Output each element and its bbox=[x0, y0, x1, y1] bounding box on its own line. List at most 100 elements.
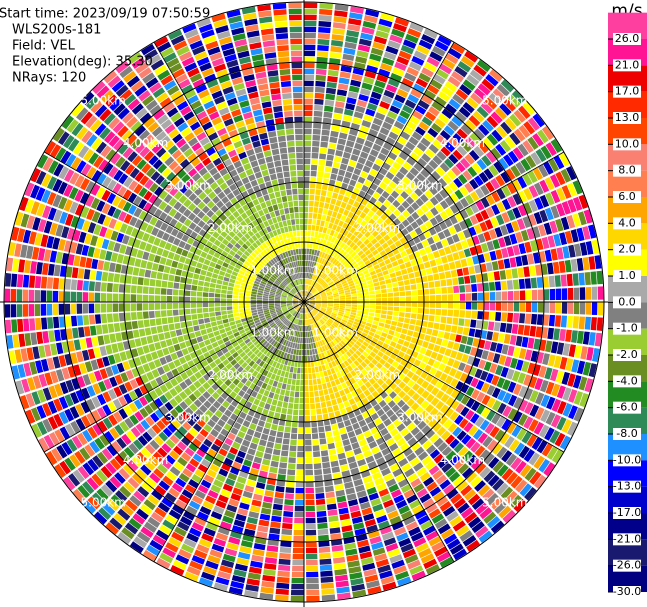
range-gate bbox=[322, 283, 328, 288]
range-gate bbox=[169, 398, 179, 408]
range-gate bbox=[157, 463, 169, 475]
range-gate bbox=[307, 331, 310, 338]
range-gate bbox=[365, 9, 380, 18]
range-gate bbox=[205, 495, 217, 505]
range-gate bbox=[363, 302, 370, 305]
range-gate bbox=[470, 191, 480, 202]
range-gate bbox=[330, 533, 342, 540]
range-gate bbox=[453, 285, 460, 293]
range-gate bbox=[185, 284, 192, 291]
range-gate bbox=[350, 192, 358, 201]
range-gate bbox=[351, 304, 358, 308]
range-gate bbox=[392, 311, 399, 317]
range-gate bbox=[366, 435, 375, 444]
range-gate bbox=[123, 446, 135, 459]
range-gate bbox=[346, 224, 353, 232]
range-gate bbox=[270, 311, 276, 315]
range-gate bbox=[180, 411, 190, 421]
range-gate bbox=[93, 370, 103, 382]
range-gate bbox=[479, 419, 490, 431]
range-gate bbox=[272, 341, 278, 347]
range-gate bbox=[431, 170, 441, 181]
range-gate bbox=[398, 286, 405, 292]
range-gate bbox=[501, 185, 512, 197]
range-gate bbox=[325, 337, 330, 343]
range-gate bbox=[298, 415, 304, 422]
range-gate bbox=[309, 303, 315, 307]
range-gate bbox=[551, 398, 562, 413]
range-gate bbox=[243, 528, 256, 537]
range-gate bbox=[181, 270, 188, 278]
range-gate bbox=[253, 385, 261, 393]
range-gate bbox=[286, 365, 291, 372]
range-gate bbox=[257, 292, 263, 296]
range-gate bbox=[471, 521, 485, 534]
range-gate bbox=[326, 343, 331, 350]
range-gate bbox=[44, 372, 53, 386]
range-gate bbox=[107, 272, 115, 282]
range-gate bbox=[122, 201, 132, 213]
range-gate bbox=[307, 325, 311, 332]
range-gate bbox=[597, 302, 604, 316]
range-gate bbox=[326, 369, 332, 376]
range-gate bbox=[393, 297, 400, 302]
range-gate bbox=[529, 265, 536, 277]
range-gate bbox=[59, 316, 66, 328]
range-gate bbox=[112, 313, 120, 323]
range-gate bbox=[252, 548, 265, 557]
range-gate bbox=[159, 356, 167, 366]
range-gate bbox=[498, 505, 512, 519]
range-gate bbox=[452, 360, 461, 369]
range-gate bbox=[387, 78, 400, 88]
range-gate bbox=[483, 168, 494, 180]
range-gate bbox=[422, 498, 435, 509]
range-gate bbox=[380, 366, 388, 374]
range-gate bbox=[343, 47, 356, 56]
range-gate bbox=[215, 453, 226, 462]
range-gate bbox=[274, 327, 280, 333]
range-gate bbox=[236, 476, 247, 485]
range-gate bbox=[196, 511, 209, 521]
range-gate bbox=[308, 294, 313, 299]
range-gate bbox=[260, 507, 272, 515]
range-gate bbox=[160, 310, 167, 317]
range-gate bbox=[315, 322, 319, 329]
range-gate bbox=[407, 559, 421, 570]
range-gate bbox=[85, 180, 96, 194]
range-gate bbox=[189, 560, 203, 571]
range-gate bbox=[356, 433, 365, 442]
range-gate bbox=[282, 401, 289, 409]
range-gate bbox=[313, 262, 317, 268]
range-gate bbox=[530, 350, 539, 363]
range-gate bbox=[524, 241, 532, 253]
range-gate bbox=[535, 148, 547, 163]
range-gate bbox=[469, 413, 480, 424]
range-gate bbox=[515, 460, 527, 474]
range-gate bbox=[245, 329, 253, 335]
range-gate bbox=[457, 463, 470, 475]
range-gate bbox=[339, 427, 347, 435]
range-gate bbox=[96, 393, 107, 406]
range-gate bbox=[329, 417, 337, 425]
range-gate bbox=[202, 297, 209, 302]
range-gate bbox=[341, 157, 350, 165]
range-gate bbox=[337, 138, 347, 146]
range-gate bbox=[162, 273, 169, 281]
range-gate bbox=[385, 157, 395, 166]
range-gate bbox=[154, 485, 167, 496]
range-gate bbox=[556, 247, 564, 260]
range-gate bbox=[25, 409, 36, 424]
range-gate bbox=[398, 181, 408, 190]
range-gate bbox=[382, 404, 391, 413]
range-gate bbox=[36, 405, 47, 419]
range-gate bbox=[181, 489, 193, 499]
range-gate bbox=[460, 124, 472, 136]
range-gate bbox=[281, 332, 286, 338]
range-gate bbox=[288, 315, 293, 321]
range-gate bbox=[321, 299, 328, 301]
range-gate bbox=[270, 423, 278, 431]
range-gate bbox=[90, 183, 101, 196]
range-gate bbox=[399, 291, 406, 297]
range-gate bbox=[82, 292, 89, 302]
range-gate bbox=[327, 75, 338, 83]
